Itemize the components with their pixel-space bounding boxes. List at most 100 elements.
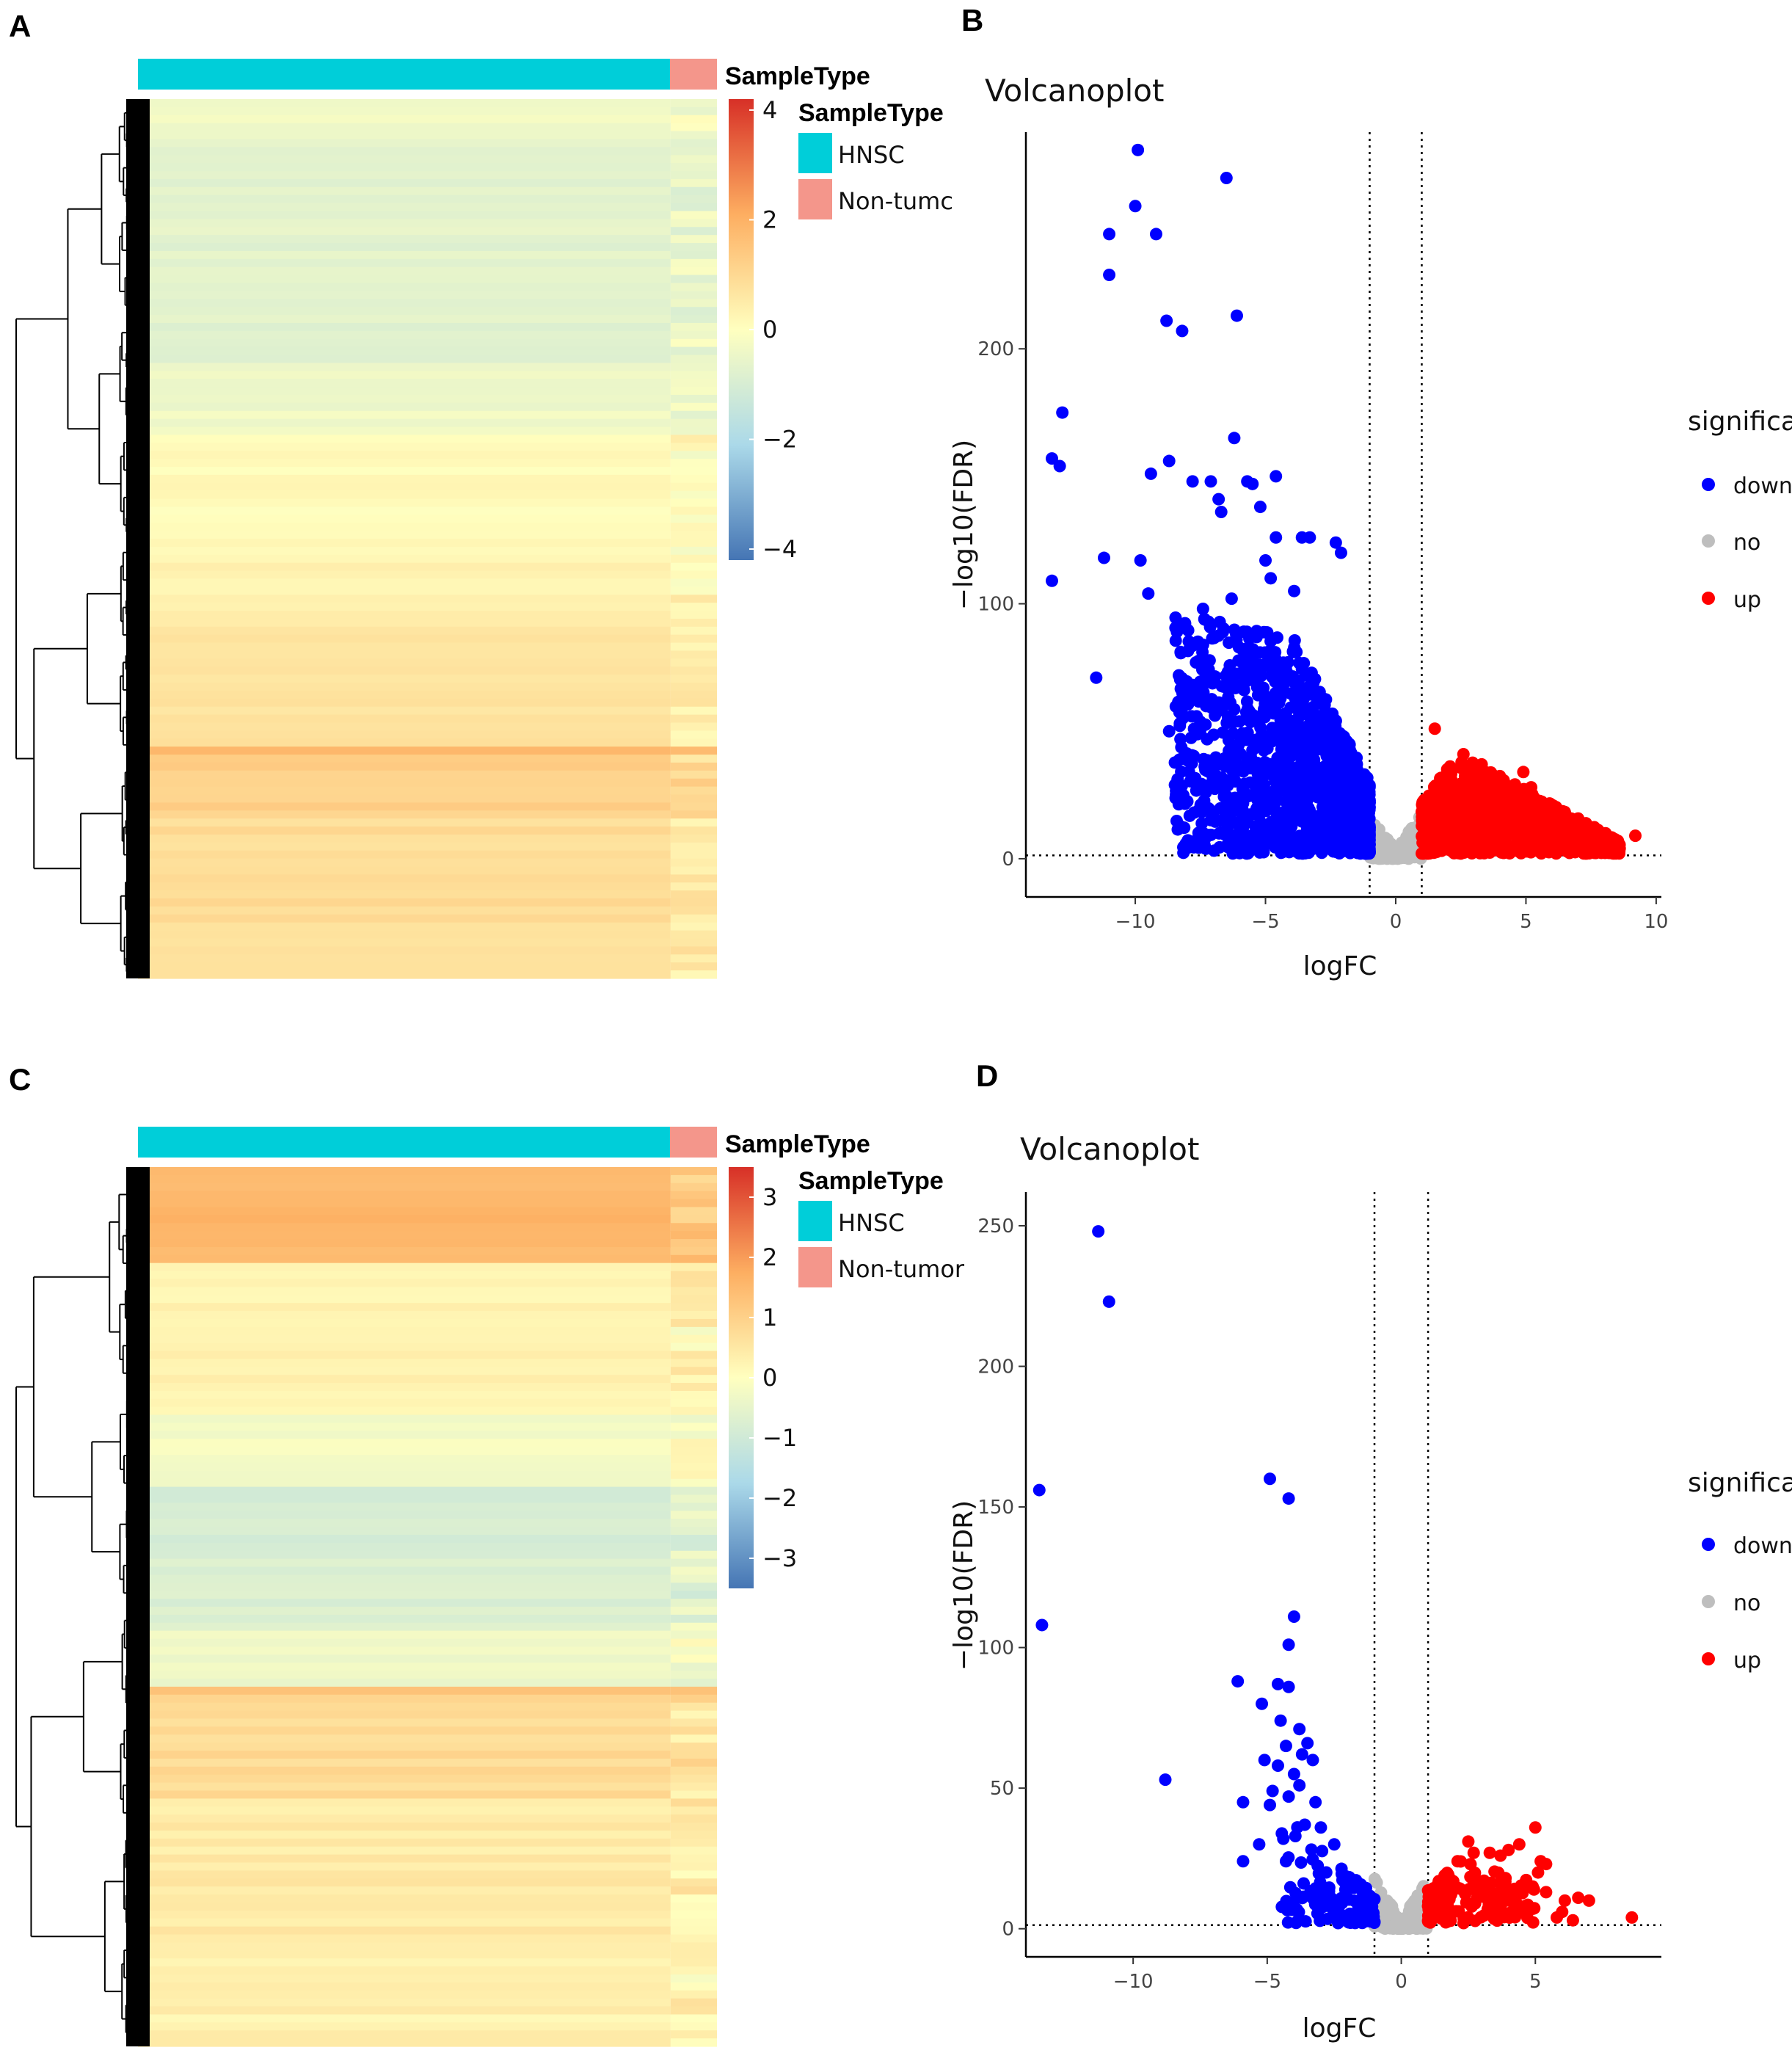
legend-label-down: down <box>1733 1533 1792 1559</box>
heatmap-cell <box>670 906 717 915</box>
panel-letter-b: B <box>961 3 983 37</box>
heatmap-cell <box>670 626 717 636</box>
heatmap-cell <box>670 394 717 404</box>
point-up <box>1451 807 1464 821</box>
heatmap-cell <box>138 1894 671 1903</box>
point-up <box>1464 845 1477 858</box>
heatmap-cell <box>670 1702 717 1712</box>
heatmap-cell <box>138 266 671 276</box>
heatmap-cell <box>138 1870 671 1879</box>
heatmap-cell <box>138 570 671 580</box>
point-up <box>1427 820 1440 833</box>
heatmap-cell <box>138 882 671 891</box>
panel-a: A SampleType 4 2 0 −2 −4 SampleType HNSC Non… <box>9 9 953 979</box>
point-down <box>1168 756 1181 769</box>
heatmap-cell <box>138 330 671 340</box>
legend-dot-up <box>1702 592 1715 605</box>
heatmap-cell <box>670 1486 717 1496</box>
heatmap-cell <box>670 1558 717 1568</box>
heatmap-cell <box>670 1934 717 1944</box>
point-down <box>1335 1862 1348 1875</box>
heatmap-cell <box>138 1702 671 1712</box>
point-down <box>1293 1723 1306 1736</box>
heatmap-cell <box>138 1534 671 1544</box>
point-down <box>1360 1881 1373 1894</box>
heatmap-cell <box>138 874 671 883</box>
point-down <box>1162 724 1176 738</box>
heatmap-cell <box>138 922 671 931</box>
heatmap-cell <box>138 147 671 156</box>
heatmap-cell <box>670 1318 717 1328</box>
point-up <box>1422 789 1435 802</box>
point-down <box>1347 763 1360 776</box>
heatmap-cell <box>670 474 717 484</box>
heatmap-cell <box>670 1814 717 1823</box>
heatmap-cell <box>138 131 671 140</box>
heatmap-cell <box>138 1862 671 1871</box>
heatmap-cell <box>670 1950 717 1959</box>
point-down <box>1283 673 1297 686</box>
dendrogram-leaf-block <box>126 99 150 978</box>
point-down <box>1226 716 1239 729</box>
heatmap-cell <box>138 115 671 124</box>
heatmap-cell <box>138 498 671 508</box>
heatmap-cell <box>138 1422 671 1431</box>
point-down <box>1264 572 1278 585</box>
point-up <box>1474 846 1487 860</box>
heatmap-cell <box>138 315 671 324</box>
heatmap-cell <box>670 595 717 603</box>
heatmap-cell <box>670 1359 717 1367</box>
legend-dot-down <box>1702 478 1715 491</box>
point-down <box>1243 632 1256 645</box>
heatmap-cell <box>138 1223 671 1232</box>
heatmap-cell <box>138 1654 671 1663</box>
heatmap-cell <box>138 466 671 476</box>
point-up <box>1479 794 1493 807</box>
heatmap-cell <box>138 178 671 188</box>
point-down <box>1225 738 1238 752</box>
point-down <box>1327 1838 1341 1851</box>
legend-label-no: no <box>1733 1591 1760 1616</box>
heatmap-cell <box>138 1710 671 1720</box>
heatmap-cell <box>670 163 717 172</box>
point-down <box>1287 1610 1300 1623</box>
heatmap-cell <box>670 1782 717 1792</box>
heatmap-cell <box>670 1942 717 1951</box>
point-down <box>1303 717 1316 730</box>
point-down <box>1279 707 1292 720</box>
y-tick-label: 150 <box>977 1497 1014 1519</box>
point-up <box>1421 846 1435 860</box>
point-down <box>1316 800 1329 813</box>
heatmap-cell <box>670 2022 717 2031</box>
point-down <box>1322 1881 1336 1894</box>
heatmap-cell <box>138 1246 671 1256</box>
heatmap-cell <box>670 1534 717 1544</box>
heatmap-cell <box>138 1527 671 1536</box>
heatmap-cell <box>670 1734 717 1743</box>
row-dendrogram <box>15 1167 150 2046</box>
point-up <box>1518 1900 1531 1913</box>
heatmap-cell <box>670 642 717 652</box>
heatmap-cell <box>670 371 717 379</box>
heatmap-cell <box>670 554 717 564</box>
heatmap-cell <box>670 1254 717 1264</box>
heatmap-cell <box>670 539 717 548</box>
point-down <box>1336 1873 1349 1886</box>
point-down <box>1226 727 1239 740</box>
heatmap-cell <box>138 1359 671 1367</box>
heatmap-cell <box>138 451 671 459</box>
heatmap-cell <box>670 307 717 316</box>
colorbar-tick-label: 3 <box>762 1183 777 1211</box>
point-down <box>1310 686 1323 700</box>
point-up <box>1462 804 1475 817</box>
heatmap-cell <box>670 2014 717 2023</box>
legend-label-non-tumor: Non-tumor <box>838 1255 965 1283</box>
heatmap-cell <box>138 410 671 420</box>
heatmap-cell <box>138 1511 671 1519</box>
heatmap-cell <box>138 866 671 876</box>
point-up <box>1503 847 1516 860</box>
point-up <box>1566 1914 1579 1927</box>
point-up <box>1531 1866 1545 1879</box>
point-down <box>1341 1912 1354 1925</box>
